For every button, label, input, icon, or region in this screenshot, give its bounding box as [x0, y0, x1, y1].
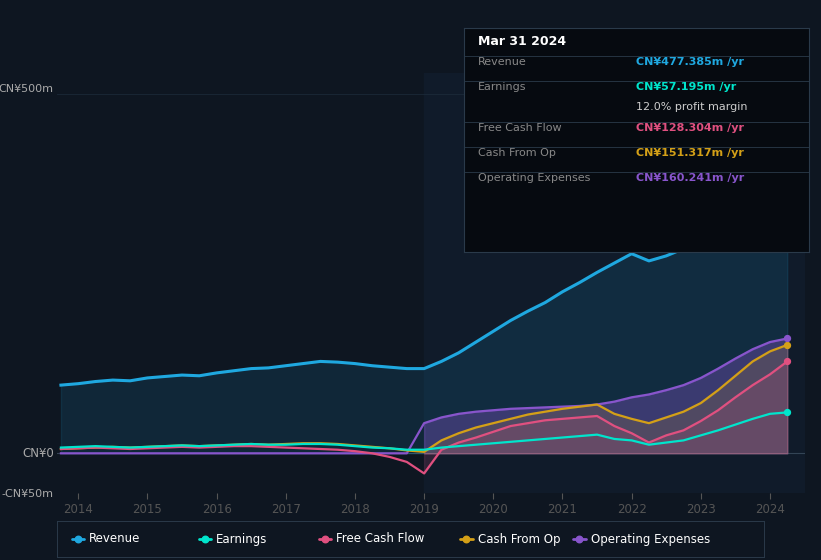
Text: CN¥128.304m /yr: CN¥128.304m /yr: [636, 123, 745, 133]
Text: Mar 31 2024: Mar 31 2024: [478, 35, 566, 48]
Text: CN¥0: CN¥0: [22, 447, 53, 460]
Point: [781, 340, 794, 349]
Point: [781, 357, 794, 366]
Point: [781, 104, 794, 113]
Text: Revenue: Revenue: [89, 533, 140, 545]
Text: Free Cash Flow: Free Cash Flow: [478, 123, 562, 133]
Text: CN¥160.241m /yr: CN¥160.241m /yr: [636, 173, 745, 183]
Text: 12.0% profit margin: 12.0% profit margin: [636, 102, 748, 112]
Point: [781, 334, 794, 343]
Text: CN¥500m: CN¥500m: [0, 85, 53, 94]
Point: [199, 534, 212, 543]
Text: Operating Expenses: Operating Expenses: [478, 173, 590, 183]
Text: Earnings: Earnings: [478, 82, 526, 92]
Point: [319, 534, 332, 543]
Point: [71, 534, 85, 543]
Text: Revenue: Revenue: [478, 57, 526, 67]
Text: Earnings: Earnings: [217, 533, 268, 545]
Text: CN¥57.195m /yr: CN¥57.195m /yr: [636, 82, 736, 92]
Text: Free Cash Flow: Free Cash Flow: [337, 533, 424, 545]
Point: [573, 534, 586, 543]
Text: Cash From Op: Cash From Op: [478, 533, 560, 545]
Bar: [424, 73, 805, 493]
Text: -CN¥50m: -CN¥50m: [2, 489, 53, 499]
Point: [460, 534, 473, 543]
Point: [781, 408, 794, 417]
Text: Cash From Op: Cash From Op: [478, 148, 556, 158]
Text: CN¥151.317m /yr: CN¥151.317m /yr: [636, 148, 744, 158]
Text: CN¥477.385m /yr: CN¥477.385m /yr: [636, 57, 745, 67]
Text: Operating Expenses: Operating Expenses: [590, 533, 710, 545]
